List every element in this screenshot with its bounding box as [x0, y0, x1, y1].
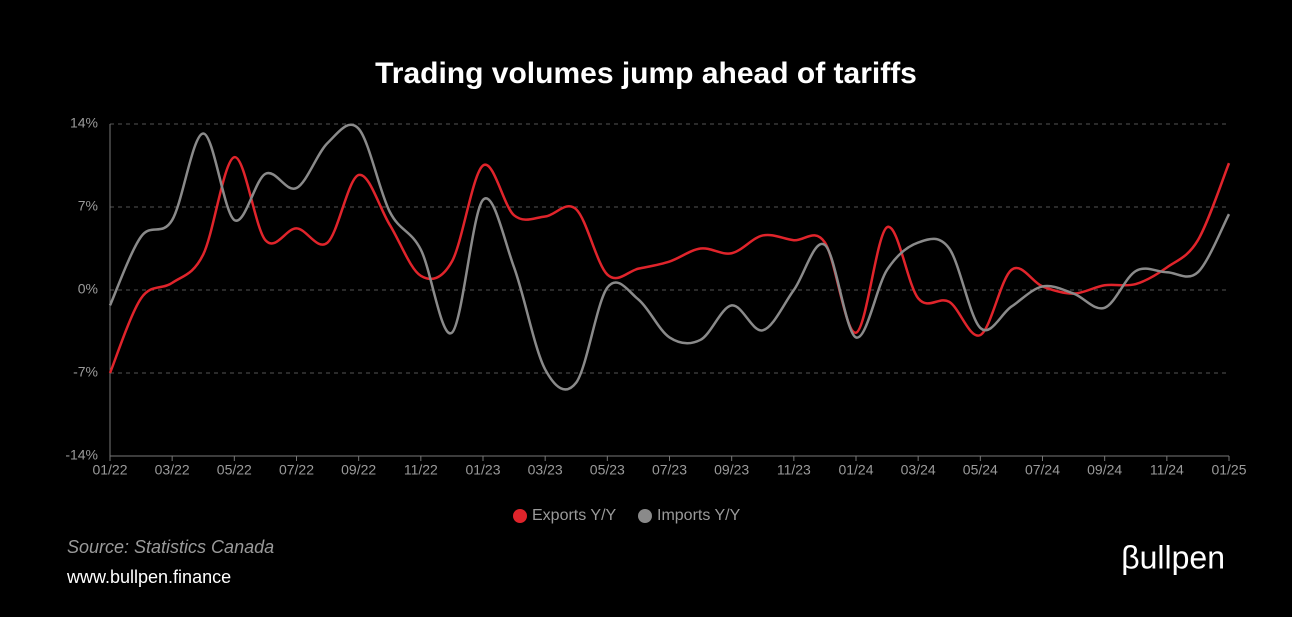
y-tick-label: 0% [78, 281, 98, 297]
legend-swatch [638, 509, 652, 523]
y-tick-label: 14% [70, 115, 98, 131]
source: Source: Statistics Canada [67, 537, 274, 557]
website: www.bullpen.finance [66, 567, 231, 587]
chart-title: Trading volumes jump ahead of tariffs [375, 57, 917, 90]
x-tick-label: 03/22 [155, 462, 190, 478]
x-tick-label: 05/24 [963, 462, 998, 478]
x-tick-label: 01/24 [838, 462, 873, 478]
x-tick-label: 05/23 [590, 462, 625, 478]
series-line [108, 155, 1231, 374]
y-tick-label: -14% [65, 447, 98, 463]
x-tick-label: 05/22 [217, 462, 252, 478]
y-tick-label: -7% [73, 364, 98, 380]
x-tick-label: 11/22 [404, 462, 438, 478]
series-line [108, 123, 1231, 391]
legend-swatch [513, 509, 527, 523]
legend-label: Imports Y/Y [657, 507, 741, 524]
x-tick-label: 07/23 [652, 462, 687, 478]
y-tick-label: 7% [78, 198, 98, 214]
x-tick-label: 01/22 [92, 462, 127, 478]
x-tick-label: 11/23 [777, 462, 811, 478]
brand-logo: βullpen [1121, 539, 1225, 575]
x-tick-label: 07/22 [279, 462, 314, 478]
legend-label: Exports Y/Y [532, 507, 617, 524]
x-tick-label: 11/24 [1150, 462, 1184, 478]
x-tick-label: 01/25 [1211, 462, 1246, 478]
x-tick-label: 09/23 [714, 462, 749, 478]
x-tick-label: 09/22 [341, 462, 376, 478]
x-tick-label: 07/24 [1025, 462, 1060, 478]
x-tick-label: 03/24 [901, 462, 936, 478]
x-tick-label: 09/24 [1087, 462, 1122, 478]
x-tick-label: 03/23 [528, 462, 563, 478]
x-tick-label: 01/23 [465, 462, 500, 478]
